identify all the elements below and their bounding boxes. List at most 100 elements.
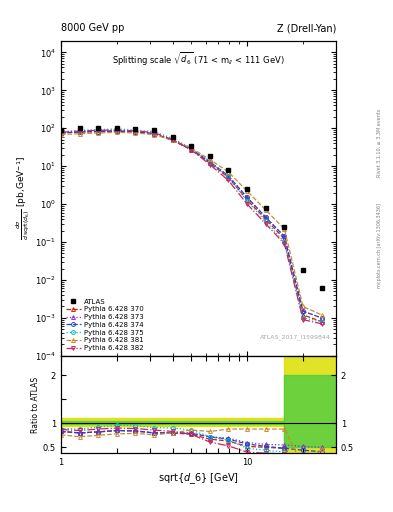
Pythia 6.428 382 — [133, 128, 138, 134]
Pythia 6.428 373 — [282, 233, 287, 240]
Pythia 6.428 373 — [152, 131, 156, 137]
Pythia 6.428 373 — [133, 129, 138, 135]
Pythia 6.428 370 — [152, 131, 156, 137]
Y-axis label: Ratio to ATLAS: Ratio to ATLAS — [31, 376, 40, 433]
Pythia 6.428 370 — [226, 175, 231, 181]
Line: ATLAS: ATLAS — [59, 126, 324, 291]
Pythia 6.428 370 — [208, 160, 212, 166]
Pythia 6.428 381 — [319, 312, 324, 318]
Pythia 6.428 374 — [115, 128, 119, 134]
Pythia 6.428 381 — [208, 157, 212, 163]
X-axis label: $\mathrm{sqrt}\{d\_6\}$ [GeV]: $\mathrm{sqrt}\{d\_6\}$ [GeV] — [158, 471, 239, 486]
Pythia 6.428 375 — [189, 145, 194, 151]
Text: Z (Drell-Yan): Z (Drell-Yan) — [277, 23, 336, 33]
Pythia 6.428 370 — [263, 216, 268, 222]
Pythia 6.428 374 — [152, 131, 156, 137]
Pythia 6.428 370 — [77, 129, 82, 135]
Pythia 6.428 374 — [208, 159, 212, 165]
Pythia 6.428 374 — [170, 137, 175, 143]
Pythia 6.428 373 — [226, 173, 231, 179]
ATLAS — [115, 125, 119, 131]
Pythia 6.428 370 — [170, 137, 175, 143]
Pythia 6.428 375 — [245, 198, 250, 204]
Pythia 6.428 381 — [170, 137, 175, 143]
Pythia 6.428 370 — [59, 130, 63, 136]
Pythia 6.428 382 — [170, 137, 175, 143]
Line: Pythia 6.428 382: Pythia 6.428 382 — [59, 128, 323, 326]
Text: ATLAS_2017_I1599844: ATLAS_2017_I1599844 — [260, 334, 331, 340]
Y-axis label: $\frac{d\sigma}{d\,\mathrm{sqrt}(d_6)}$ [pb,GeV$^{-1}$]: $\frac{d\sigma}{d\,\mathrm{sqrt}(d_6)}$ … — [15, 156, 32, 241]
Pythia 6.428 374 — [282, 233, 287, 240]
Pythia 6.428 381 — [282, 226, 287, 232]
Pythia 6.428 373 — [319, 315, 324, 321]
Pythia 6.428 375 — [301, 315, 305, 321]
ATLAS — [170, 134, 175, 140]
Pythia 6.428 370 — [282, 236, 287, 242]
Pythia 6.428 375 — [115, 126, 119, 132]
Pythia 6.428 382 — [95, 127, 100, 134]
Pythia 6.428 381 — [189, 145, 194, 151]
Pythia 6.428 375 — [263, 218, 268, 224]
Pythia 6.428 374 — [319, 315, 324, 321]
Pythia 6.428 381 — [115, 129, 119, 135]
Pythia 6.428 382 — [263, 221, 268, 227]
ATLAS — [319, 285, 324, 291]
Pythia 6.428 374 — [59, 130, 63, 136]
Pythia 6.428 373 — [263, 214, 268, 220]
Pythia 6.428 375 — [170, 135, 175, 141]
Pythia 6.428 373 — [170, 137, 175, 143]
Pythia 6.428 374 — [95, 129, 100, 135]
Pythia 6.428 381 — [263, 207, 268, 213]
Pythia 6.428 382 — [77, 128, 82, 134]
ATLAS — [95, 125, 100, 131]
Pythia 6.428 375 — [77, 127, 82, 134]
Pythia 6.428 382 — [152, 130, 156, 136]
ATLAS — [226, 167, 231, 173]
Pythia 6.428 375 — [282, 239, 287, 245]
Pythia 6.428 381 — [301, 304, 305, 310]
ATLAS — [245, 186, 250, 192]
Pythia 6.428 382 — [59, 129, 63, 135]
ATLAS — [301, 267, 305, 273]
Pythia 6.428 374 — [263, 214, 268, 220]
Pythia 6.428 381 — [226, 169, 231, 175]
Pythia 6.428 382 — [226, 177, 231, 183]
Pythia 6.428 382 — [245, 201, 250, 207]
Pythia 6.428 374 — [77, 129, 82, 135]
Pythia 6.428 382 — [189, 147, 194, 153]
ATLAS — [152, 127, 156, 133]
Pythia 6.428 375 — [319, 318, 324, 325]
Pythia 6.428 382 — [282, 241, 287, 247]
Pythia 6.428 373 — [301, 308, 305, 314]
Pythia 6.428 381 — [245, 188, 250, 194]
Pythia 6.428 370 — [115, 128, 119, 134]
ATLAS — [133, 126, 138, 132]
Line: Pythia 6.428 374: Pythia 6.428 374 — [59, 129, 323, 320]
Pythia 6.428 374 — [189, 146, 194, 152]
Line: Pythia 6.428 381: Pythia 6.428 381 — [59, 131, 323, 317]
Pythia 6.428 370 — [319, 318, 324, 325]
Pythia 6.428 374 — [301, 308, 305, 314]
Line: Pythia 6.428 373: Pythia 6.428 373 — [59, 129, 323, 320]
Pythia 6.428 381 — [59, 132, 63, 138]
Text: Splitting scale $\sqrt{d_6}$ (71 < m$_{ll}$ < 111 GeV): Splitting scale $\sqrt{d_6}$ (71 < m$_{l… — [112, 50, 285, 68]
Legend: ATLAS, Pythia 6.428 370, Pythia 6.428 373, Pythia 6.428 374, Pythia 6.428 375, P: ATLAS, Pythia 6.428 370, Pythia 6.428 37… — [64, 297, 145, 352]
Pythia 6.428 370 — [189, 147, 194, 153]
Pythia 6.428 382 — [208, 161, 212, 167]
ATLAS — [189, 142, 194, 148]
Pythia 6.428 382 — [301, 316, 305, 323]
Text: Rivet 3.1.10, ≥ 3.3M events: Rivet 3.1.10, ≥ 3.3M events — [377, 109, 382, 178]
Text: mcplots.cern.ch [arXiv:1306.3436]: mcplots.cern.ch [arXiv:1306.3436] — [377, 203, 382, 288]
Pythia 6.428 374 — [245, 195, 250, 201]
Line: Pythia 6.428 370: Pythia 6.428 370 — [59, 129, 323, 324]
Pythia 6.428 373 — [95, 129, 100, 135]
Pythia 6.428 375 — [133, 127, 138, 133]
Text: 8000 GeV pp: 8000 GeV pp — [61, 23, 124, 33]
ATLAS — [59, 127, 63, 133]
Pythia 6.428 375 — [226, 174, 231, 180]
Pythia 6.428 370 — [133, 129, 138, 135]
Pythia 6.428 381 — [77, 131, 82, 137]
Pythia 6.428 374 — [226, 173, 231, 179]
Pythia 6.428 373 — [245, 195, 250, 201]
ATLAS — [263, 205, 268, 211]
